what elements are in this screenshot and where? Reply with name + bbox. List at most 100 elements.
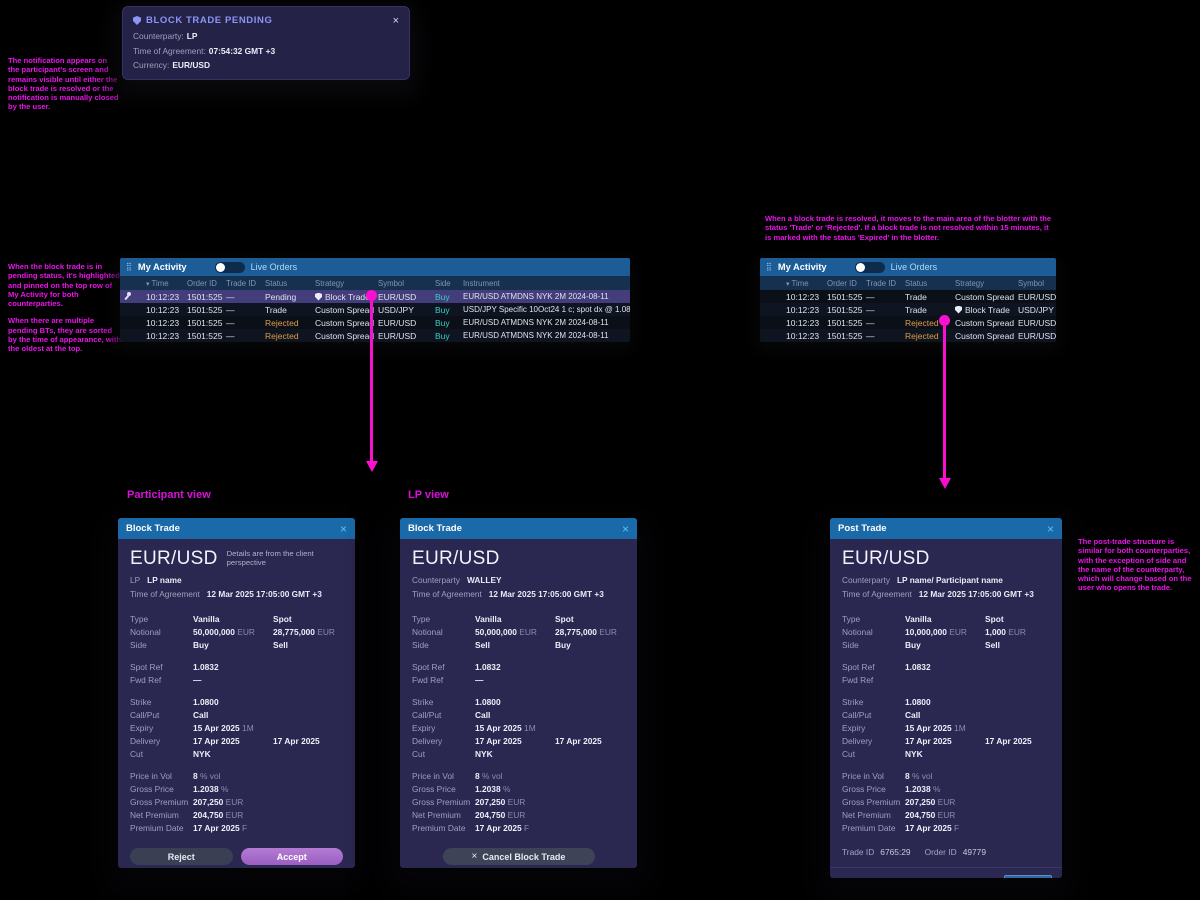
trade-id-label: Trade ID xyxy=(842,847,875,857)
arrow-head-icon xyxy=(365,461,378,472)
table-row[interactable]: 10:12:23 1501:525— Rejected Custom Spread EU… xyxy=(120,329,630,342)
detail-unit-1: F xyxy=(239,822,248,833)
column-header[interactable]: Trade ID xyxy=(226,278,257,288)
cell-trade-id: — xyxy=(226,330,235,341)
detail-value-2: Sell xyxy=(985,639,1000,650)
detail-value-1: Vanilla xyxy=(193,613,220,624)
modal-titlebar[interactable]: Block Trade × xyxy=(400,518,637,539)
column-header[interactable]: Instrument xyxy=(463,278,500,288)
connector-line xyxy=(943,326,946,478)
detail-label: Gross Price xyxy=(130,783,174,794)
live-orders-toggle[interactable] xyxy=(214,261,245,273)
detail-value-2: Spot xyxy=(273,613,292,624)
detail-label: Net Premium xyxy=(842,809,891,820)
detail-label: Expiry xyxy=(412,722,436,733)
toast-time-of-agreement: Time of Agreement: 07:54:32 GMT +3 xyxy=(133,46,399,56)
table-row[interactable]: 10:12:23 1501:525— Pending Block Trade EUR/U… xyxy=(120,290,630,303)
detail-value-1: 1.0800 xyxy=(905,696,931,707)
table-row[interactable]: 10:12:23 1501:525— Trade Custom Spread EUR/U… xyxy=(760,290,1056,303)
detail-label: Cut xyxy=(130,748,144,759)
detail-unit-1: EUR xyxy=(234,626,255,637)
annotation-paragraph: When there are multiple pending BTs, the… xyxy=(8,316,122,354)
cell-instrument: USD/JPY Specific 10Oct24 1 c; spot dx @ … xyxy=(463,305,630,314)
cancel-block-trade-button[interactable]: × Cancel Block Trade xyxy=(442,848,595,865)
close-icon[interactable]: × xyxy=(392,14,399,27)
table-row[interactable]: 10:12:23 1501:525— Rejected Custom Spread EU… xyxy=(760,316,1056,329)
column-header[interactable]: Status xyxy=(905,278,928,288)
connector-dot xyxy=(366,290,377,301)
table-row[interactable]: 10:12:23 1501:525— Rejected Custom Spread EU… xyxy=(760,329,1056,342)
annotation-pending-note: When the block trade is in pending statu… xyxy=(8,262,122,362)
detail-row: Gross Premium 207,250 EUR xyxy=(412,795,625,808)
column-header[interactable]: Strategy xyxy=(955,278,985,288)
column-header[interactable]: ▾ Time xyxy=(146,278,169,288)
cell-trade-id: — xyxy=(866,291,875,302)
detail-row: Expiry 15 Apr 2025 1M xyxy=(130,721,343,734)
detail-unit-1: EUR xyxy=(935,809,956,820)
detail-label: Net Premium xyxy=(412,809,461,820)
modal-titlebar[interactable]: Post Trade × xyxy=(830,518,1062,539)
blotter-column-headers: ▾ Time Order ID Trade ID Status Strategy Symbo… xyxy=(120,276,630,290)
detail-row: Side Buy Sell xyxy=(130,638,343,651)
detail-unit-2: EUR xyxy=(314,626,335,637)
meta-value: 12 Mar 2025 17:05:00 GMT +3 xyxy=(206,589,322,599)
cell-symbol: EUR/USD xyxy=(1018,330,1056,341)
pin-cell xyxy=(120,291,146,302)
drag-handle-icon[interactable]: ⣿ xyxy=(766,262,772,271)
cell-symbol: EUR/USD xyxy=(378,291,417,302)
column-header[interactable]: Status xyxy=(265,278,288,288)
cell-trade-id: — xyxy=(866,304,875,315)
cell-strategy: Block Trade xyxy=(955,305,1018,315)
drag-handle-icon[interactable]: ⣿ xyxy=(126,262,132,271)
cell-symbol: USD/JPY xyxy=(1018,304,1054,315)
close-icon[interactable]: × xyxy=(339,521,347,536)
detail-value-1: 15 Apr 2025 1M xyxy=(475,722,536,733)
cell-instrument: EUR/USD ATMDNS NYK 2M 2024-08-11 xyxy=(463,292,609,301)
detail-value-1: NYK xyxy=(475,748,493,759)
column-header[interactable]: Side xyxy=(435,278,451,288)
cell-order-id: 1501:525 xyxy=(187,291,223,302)
column-header[interactable]: Order ID xyxy=(827,278,857,288)
column-header[interactable]: Symbol xyxy=(378,278,404,288)
modal-body: EUR/USD Counterparty WALLEY Time of Agree… xyxy=(400,539,637,868)
detail-unit-1: EUR xyxy=(223,809,244,820)
detail-label: Strike xyxy=(842,696,864,707)
modal-title: Block Trade xyxy=(126,523,180,534)
detail-value-1: Call xyxy=(193,709,209,720)
column-header[interactable]: Strategy xyxy=(315,278,345,288)
reject-button[interactable]: Reject xyxy=(130,848,233,865)
detail-label: Side xyxy=(130,639,147,650)
table-row[interactable]: 10:12:23 1501:525— Trade Custom Spread USD/J… xyxy=(120,303,630,316)
column-header[interactable]: Trade ID xyxy=(866,278,897,288)
detail-row: Price in Vol 8 % vol xyxy=(842,769,1050,782)
table-row[interactable]: 10:12:23 1501:525— Trade Block Trade USD/JPY xyxy=(760,303,1056,316)
close-icon[interactable]: × xyxy=(621,521,629,536)
field-label: Currency: xyxy=(133,60,170,71)
accept-button[interactable]: Accept xyxy=(240,848,343,865)
field-label: Time of Agreement: xyxy=(133,45,206,56)
table-row[interactable]: 10:12:23 1501:525— Rejected Custom Spread EU… xyxy=(120,316,630,329)
detail-label: Premium Date xyxy=(130,822,184,833)
detail-label: Spot Ref xyxy=(842,661,875,672)
detail-row: Fwd Ref — xyxy=(412,673,625,686)
block-trade-modal-lp: Block Trade × EUR/USD Counterparty WALLEY… xyxy=(400,518,637,868)
modal-titlebar[interactable]: Block Trade × xyxy=(118,518,355,539)
detail-label: Expiry xyxy=(130,722,154,733)
blotter-titlebar[interactable]: ⣿ My Activity Live Orders xyxy=(760,258,1056,276)
blotter-titlebar[interactable]: ⣿ My Activity Live Orders xyxy=(120,258,630,276)
detail-value-2: 17 Apr 2025 xyxy=(555,735,602,746)
meta-time-of-agreement: Time of Agreement 12 Mar 2025 17:05:00 GM… xyxy=(842,589,1050,599)
detail-value-1: 17 Apr 2025 F xyxy=(905,822,960,833)
close-icon[interactable]: × xyxy=(1046,521,1054,536)
detail-label: Price in Vol xyxy=(842,770,884,781)
column-header[interactable]: Order ID xyxy=(187,278,217,288)
column-header[interactable]: ▾ Time xyxy=(786,278,809,288)
live-orders-toggle[interactable] xyxy=(854,261,885,273)
column-header[interactable]: Symbol xyxy=(1018,278,1044,288)
field-value: EUR/USD xyxy=(172,60,211,71)
detail-row: Notional 50,000,000 EUR 28,775,000 EUR xyxy=(412,625,625,638)
trade-ids: Trade ID 6765:29 Order ID 49779 xyxy=(842,847,1050,857)
cell-symbol: USD/JPY xyxy=(378,304,414,315)
detail-row: Call/Put Call xyxy=(130,708,343,721)
close-button[interactable]: Close xyxy=(1004,875,1052,878)
